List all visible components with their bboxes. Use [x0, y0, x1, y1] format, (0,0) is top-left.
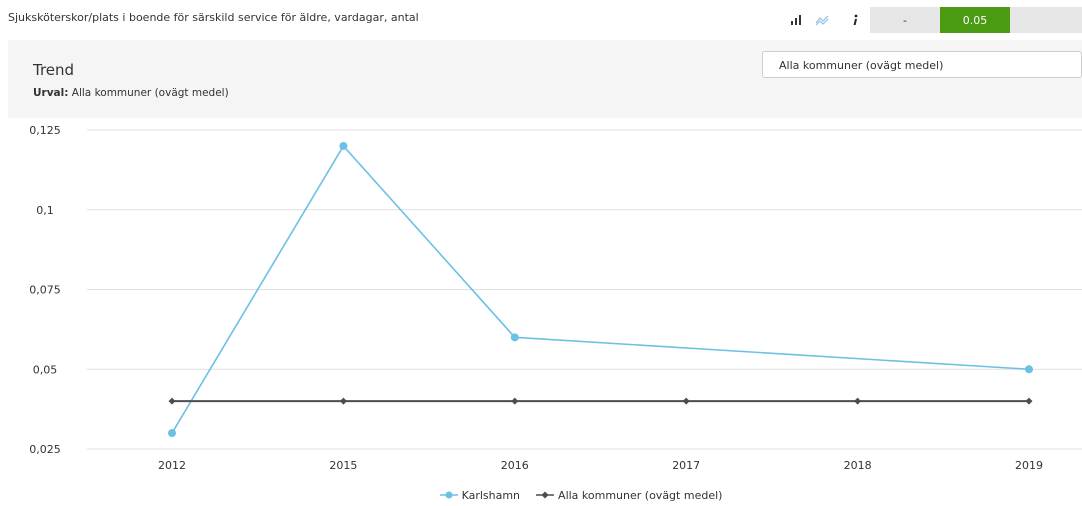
data-point-average: [1025, 397, 1033, 405]
legend-label-karlshamn: Karlshamn: [461, 488, 521, 502]
data-point-average: [682, 397, 690, 405]
legend-marker-average: [536, 491, 555, 499]
trend-line-icon[interactable]: [809, 7, 835, 33]
y-tick-label: 0,125: [29, 124, 61, 137]
x-tick-label: 2012: [158, 459, 186, 472]
legend-item-average[interactable]: Alla kommuner (ovägt medel): [536, 489, 722, 502]
x-tick-label: 2018: [844, 459, 872, 472]
previous-value-cell: -: [870, 7, 940, 33]
data-point-average: [854, 397, 862, 405]
data-point-average: [339, 397, 347, 405]
data-point-karlshamn: [510, 333, 519, 342]
y-tick-label: 0,1: [36, 204, 54, 217]
bar-chart-icon[interactable]: [783, 7, 809, 33]
selection-value: Alla kommuner (ovägt medel): [71, 87, 229, 99]
empty-value-cell: [1010, 7, 1082, 33]
data-point-average: [511, 397, 519, 405]
comparison-dropdown[interactable]: Alla kommuner (ovägt medel): [762, 51, 1082, 78]
current-value-cell: 0.05: [940, 7, 1010, 33]
legend-item-karlshamn[interactable]: Karlshamn: [439, 488, 521, 502]
data-point-average: [168, 397, 176, 405]
chart-legend: Karlshamn Alla kommuner (ovägt medel): [0, 487, 1082, 503]
x-tick-label: 2017: [672, 459, 700, 472]
y-tick-label: 0,075: [29, 284, 61, 297]
panel-heading: Trend: [33, 61, 75, 79]
comparison-dropdown-value: Alla kommuner (ovägt medel): [779, 59, 944, 72]
x-tick-label: 2016: [501, 459, 529, 472]
selection-info: Urval: Alla kommuner (ovägt medel): [33, 87, 229, 99]
chart-area: [8, 118, 1082, 506]
y-tick-label: 0,025: [29, 443, 61, 456]
data-point-karlshamn: [1025, 365, 1033, 374]
legend-marker-karlshamn: [439, 491, 458, 499]
x-tick-label: 2015: [329, 459, 357, 472]
data-point-karlshamn: [339, 141, 348, 150]
x-tick-label: 2019: [1015, 459, 1043, 472]
data-point-karlshamn: [168, 429, 176, 438]
selection-label: Urval:: [33, 87, 69, 99]
legend-label-average: Alla kommuner (ovägt medel): [558, 488, 723, 502]
indicator-title: Sjuksköterskor/plats i boende för särski…: [8, 11, 419, 24]
info-icon[interactable]: [842, 7, 868, 33]
y-tick-label: 0,05: [33, 363, 58, 376]
series-line-karlshamn: [171, 144, 1030, 434]
indicator-header-bar: Sjuksköterskor/plats i boende för särski…: [0, 0, 1082, 34]
